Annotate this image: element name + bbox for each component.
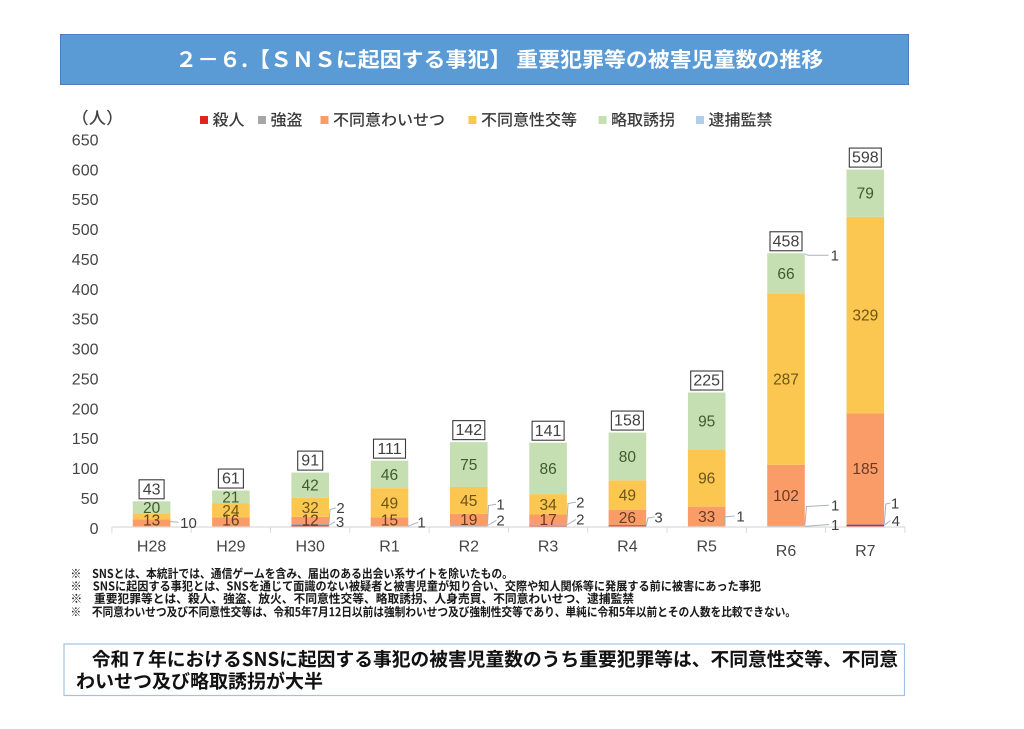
svg-text:1: 1	[891, 495, 899, 512]
svg-text:24: 24	[222, 503, 240, 520]
svg-text:46: 46	[381, 467, 398, 484]
svg-text:21: 21	[222, 489, 239, 506]
svg-text:225: 225	[693, 373, 720, 390]
svg-text:91: 91	[301, 453, 319, 470]
svg-text:75: 75	[460, 457, 477, 474]
svg-text:150: 150	[72, 431, 99, 448]
svg-text:86: 86	[539, 461, 556, 478]
svg-text:19: 19	[460, 512, 477, 529]
svg-text:200: 200	[72, 401, 99, 418]
svg-text:R5: R5	[696, 538, 717, 555]
svg-text:96: 96	[698, 470, 715, 487]
svg-text:400: 400	[72, 282, 99, 299]
svg-text:49: 49	[381, 495, 398, 512]
svg-text:50: 50	[81, 491, 99, 508]
svg-text:0: 0	[90, 521, 99, 538]
svg-text:300: 300	[72, 342, 99, 359]
svg-text:95: 95	[698, 413, 715, 430]
svg-text:79: 79	[857, 186, 874, 203]
svg-text:20: 20	[143, 500, 161, 517]
svg-text:458: 458	[773, 233, 800, 250]
svg-text:450: 450	[72, 252, 99, 269]
svg-text:66: 66	[777, 266, 794, 283]
svg-text:R1: R1	[379, 538, 400, 555]
svg-text:500: 500	[72, 222, 99, 239]
svg-text:R6: R6	[776, 543, 797, 560]
svg-text:250: 250	[72, 372, 99, 389]
svg-text:R2: R2	[459, 538, 480, 555]
svg-text:1: 1	[736, 508, 744, 525]
svg-text:100: 100	[72, 461, 99, 478]
svg-text:141: 141	[535, 423, 562, 440]
svg-text:42: 42	[302, 478, 319, 495]
svg-text:33: 33	[698, 509, 715, 526]
svg-text:45: 45	[460, 493, 477, 510]
svg-text:1: 1	[831, 498, 839, 515]
svg-text:26: 26	[619, 510, 636, 527]
svg-text:1: 1	[496, 497, 504, 514]
svg-text:80: 80	[619, 449, 637, 466]
svg-text:185: 185	[852, 461, 878, 478]
svg-text:350: 350	[72, 312, 99, 329]
svg-text:1: 1	[831, 517, 839, 534]
svg-text:R3: R3	[538, 538, 559, 555]
svg-text:61: 61	[222, 471, 240, 488]
svg-text:2: 2	[576, 512, 584, 529]
svg-text:550: 550	[72, 192, 99, 209]
svg-text:34: 34	[539, 497, 557, 514]
svg-text:R4: R4	[617, 538, 638, 555]
svg-text:158: 158	[614, 413, 641, 430]
svg-text:10: 10	[180, 515, 197, 532]
svg-text:16: 16	[222, 512, 239, 529]
svg-text:1: 1	[417, 515, 425, 532]
svg-text:43: 43	[143, 481, 161, 498]
svg-text:2: 2	[496, 513, 504, 530]
svg-text:3: 3	[336, 514, 344, 531]
svg-text:H29: H29	[216, 538, 245, 555]
svg-text:H28: H28	[137, 538, 166, 555]
svg-text:111: 111	[377, 441, 401, 458]
svg-text:102: 102	[773, 488, 799, 505]
svg-text:2: 2	[576, 494, 584, 511]
svg-text:598: 598	[852, 150, 879, 167]
svg-text:600: 600	[72, 162, 99, 179]
svg-text:H30: H30	[296, 538, 325, 555]
svg-text:142: 142	[455, 422, 482, 439]
svg-text:1: 1	[831, 248, 839, 265]
svg-text:2: 2	[336, 500, 344, 517]
svg-text:4: 4	[892, 513, 900, 530]
svg-text:15: 15	[381, 512, 398, 529]
svg-text:32: 32	[302, 500, 319, 517]
svg-text:13: 13	[143, 512, 160, 529]
svg-text:650: 650	[72, 132, 99, 149]
svg-text:49: 49	[619, 488, 636, 505]
svg-text:329: 329	[852, 308, 878, 325]
svg-text:3: 3	[654, 509, 662, 526]
svg-text:17: 17	[539, 512, 556, 529]
svg-text:12: 12	[302, 512, 319, 529]
svg-text:287: 287	[773, 372, 799, 389]
svg-text:R7: R7	[855, 543, 876, 560]
